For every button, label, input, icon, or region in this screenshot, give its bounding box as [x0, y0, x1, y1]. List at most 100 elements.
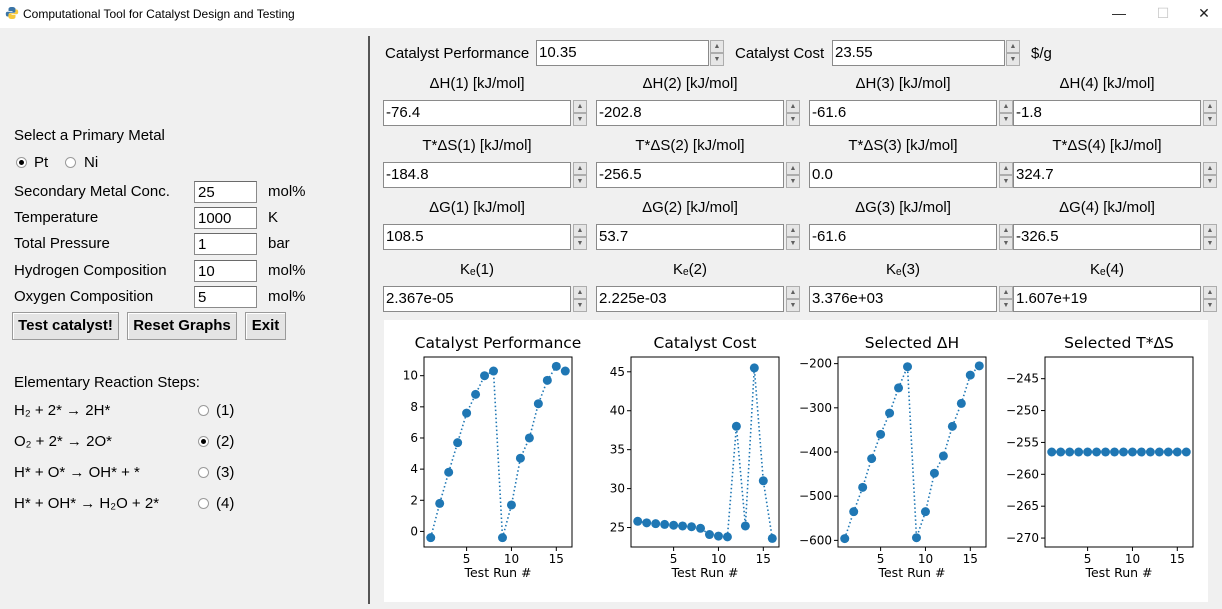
- tds-2-header: T*ΔS(2) [kJ/mol]: [635, 137, 745, 154]
- dg-2-value[interactable]: 53.7: [596, 224, 784, 250]
- spin-up-icon[interactable]: ▲: [786, 286, 800, 299]
- tds-1-value[interactable]: -184.8: [383, 162, 571, 188]
- minimize-button[interactable]: —: [1112, 5, 1126, 21]
- cost-value[interactable]: 23.55: [832, 40, 1005, 66]
- spin-down-icon[interactable]: ▼: [573, 113, 587, 126]
- data-point: [651, 519, 661, 529]
- step-2-radio[interactable]: [198, 436, 209, 447]
- performance-spinbox[interactable]: 10.35 ▲ ▼: [536, 40, 724, 66]
- temperature-input[interactable]: 1000: [194, 207, 257, 229]
- spin-up-icon[interactable]: ▲: [573, 286, 587, 299]
- test-catalyst-button[interactable]: Test catalyst!: [12, 312, 119, 340]
- pressure-input[interactable]: 1: [194, 233, 257, 255]
- spin-up-icon[interactable]: ▲: [710, 40, 724, 53]
- spin-down-icon[interactable]: ▼: [999, 175, 1013, 188]
- ke-2-spinbox[interactable]: 2.225e-03 ▲ ▼: [596, 286, 800, 312]
- spin-up-icon[interactable]: ▲: [786, 100, 800, 113]
- tds-1-spinbox[interactable]: -184.8 ▲ ▼: [383, 162, 587, 188]
- dh-4-spinbox[interactable]: -1.8 ▲ ▼: [1013, 100, 1217, 126]
- dh-2-spinbox[interactable]: -202.8 ▲ ▼: [596, 100, 800, 126]
- spin-up-icon[interactable]: ▲: [1203, 162, 1217, 175]
- spin-down-icon[interactable]: ▼: [710, 53, 724, 66]
- tds-3-value[interactable]: 0.0: [809, 162, 997, 188]
- spin-down-icon[interactable]: ▼: [1203, 299, 1217, 312]
- step-1-radio[interactable]: [198, 405, 209, 416]
- y-tick-label: −270: [1006, 531, 1039, 545]
- dg-3-value[interactable]: -61.6: [809, 224, 997, 250]
- y-tick-label: −400: [799, 445, 832, 459]
- spin-down-icon[interactable]: ▼: [573, 237, 587, 250]
- spin-down-icon[interactable]: ▼: [786, 299, 800, 312]
- spin-up-icon[interactable]: ▲: [573, 224, 587, 237]
- spin-up-icon[interactable]: ▲: [999, 162, 1013, 175]
- ke-4-value[interactable]: 1.607e+19: [1013, 286, 1201, 312]
- oxygen-input[interactable]: 5: [194, 286, 257, 308]
- spin-down-icon[interactable]: ▼: [1203, 113, 1217, 126]
- y-tick-label: 35: [610, 443, 625, 457]
- ke-1-value[interactable]: 2.367e-05: [383, 286, 571, 312]
- spin-down-icon[interactable]: ▼: [786, 113, 800, 126]
- dg-1-value[interactable]: 108.5: [383, 224, 571, 250]
- spin-up-icon[interactable]: ▲: [999, 224, 1013, 237]
- tds-2-spinbox[interactable]: -256.5 ▲ ▼: [596, 162, 800, 188]
- reset-graphs-button[interactable]: Reset Graphs: [127, 312, 237, 340]
- step-3-radio[interactable]: [198, 467, 209, 478]
- dg-3-spinbox[interactable]: -61.6 ▲ ▼: [809, 224, 1013, 250]
- secondary-metal-input[interactable]: 25: [194, 181, 257, 203]
- dh-3-value[interactable]: -61.6: [809, 100, 997, 126]
- close-button[interactable]: ✕: [1198, 5, 1210, 21]
- spin-down-icon[interactable]: ▼: [999, 113, 1013, 126]
- dg-4-value[interactable]: -326.5: [1013, 224, 1201, 250]
- dg-1-spinbox[interactable]: 108.5 ▲ ▼: [383, 224, 587, 250]
- spin-down-icon[interactable]: ▼: [999, 237, 1013, 250]
- radio-ni[interactable]: [65, 157, 76, 168]
- ke-3-value[interactable]: 3.376e+03: [809, 286, 997, 312]
- maximize-button[interactable]: ☐: [1156, 5, 1170, 21]
- dg-2-spinbox[interactable]: 53.7 ▲ ▼: [596, 224, 800, 250]
- dh-4-value[interactable]: -1.8: [1013, 100, 1201, 126]
- ke-3-header: Kₑ(3): [886, 261, 920, 278]
- radio-pt[interactable]: [16, 157, 27, 168]
- dh-1-spinbox[interactable]: -76.4 ▲ ▼: [383, 100, 587, 126]
- step-4-radio[interactable]: [198, 498, 209, 509]
- tds-2-value[interactable]: -256.5: [596, 162, 784, 188]
- spin-down-icon[interactable]: ▼: [1203, 237, 1217, 250]
- dg-4-spinbox[interactable]: -326.5 ▲ ▼: [1013, 224, 1217, 250]
- cost-spinbox[interactable]: 23.55 ▲ ▼: [832, 40, 1020, 66]
- spin-down-icon[interactable]: ▼: [786, 237, 800, 250]
- spin-down-icon[interactable]: ▼: [1006, 53, 1020, 66]
- spin-down-icon[interactable]: ▼: [573, 299, 587, 312]
- spin-up-icon[interactable]: ▲: [573, 162, 587, 175]
- spin-down-icon[interactable]: ▼: [786, 175, 800, 188]
- spin-up-icon[interactable]: ▲: [999, 286, 1013, 299]
- dh-1-value[interactable]: -76.4: [383, 100, 571, 126]
- performance-value[interactable]: 10.35: [536, 40, 709, 66]
- spin-up-icon[interactable]: ▲: [1203, 100, 1217, 113]
- dh-3-spinbox[interactable]: -61.6 ▲ ▼: [809, 100, 1013, 126]
- hydrogen-input[interactable]: 10: [194, 260, 257, 282]
- spin-up-icon[interactable]: ▲: [999, 100, 1013, 113]
- spin-up-icon[interactable]: ▲: [1203, 224, 1217, 237]
- ke-3-spinbox[interactable]: 3.376e+03 ▲ ▼: [809, 286, 1013, 312]
- spin-up-icon[interactable]: ▲: [1203, 286, 1217, 299]
- spin-down-icon[interactable]: ▼: [999, 299, 1013, 312]
- ke-4-spinbox[interactable]: 1.607e+19 ▲ ▼: [1013, 286, 1217, 312]
- data-point: [974, 361, 984, 371]
- ke-1-spinbox[interactable]: 2.367e-05 ▲ ▼: [383, 286, 587, 312]
- dh-2-value[interactable]: -202.8: [596, 100, 784, 126]
- spin-down-icon[interactable]: ▼: [1203, 175, 1217, 188]
- tds-4-spinbox[interactable]: 324.7 ▲ ▼: [1013, 162, 1217, 188]
- spin-down-icon[interactable]: ▼: [573, 175, 587, 188]
- spin-up-icon[interactable]: ▲: [786, 162, 800, 175]
- tds-3-spinbox[interactable]: 0.0 ▲ ▼: [809, 162, 1013, 188]
- data-point: [956, 398, 966, 408]
- data-point: [1101, 447, 1111, 457]
- spin-up-icon[interactable]: ▲: [1006, 40, 1020, 53]
- data-point: [678, 521, 688, 531]
- spin-up-icon[interactable]: ▲: [573, 100, 587, 113]
- exit-button[interactable]: Exit: [245, 312, 286, 340]
- spin-up-icon[interactable]: ▲: [786, 224, 800, 237]
- data-point: [867, 454, 877, 464]
- ke-2-value[interactable]: 2.225e-03: [596, 286, 784, 312]
- tds-4-value[interactable]: 324.7: [1013, 162, 1201, 188]
